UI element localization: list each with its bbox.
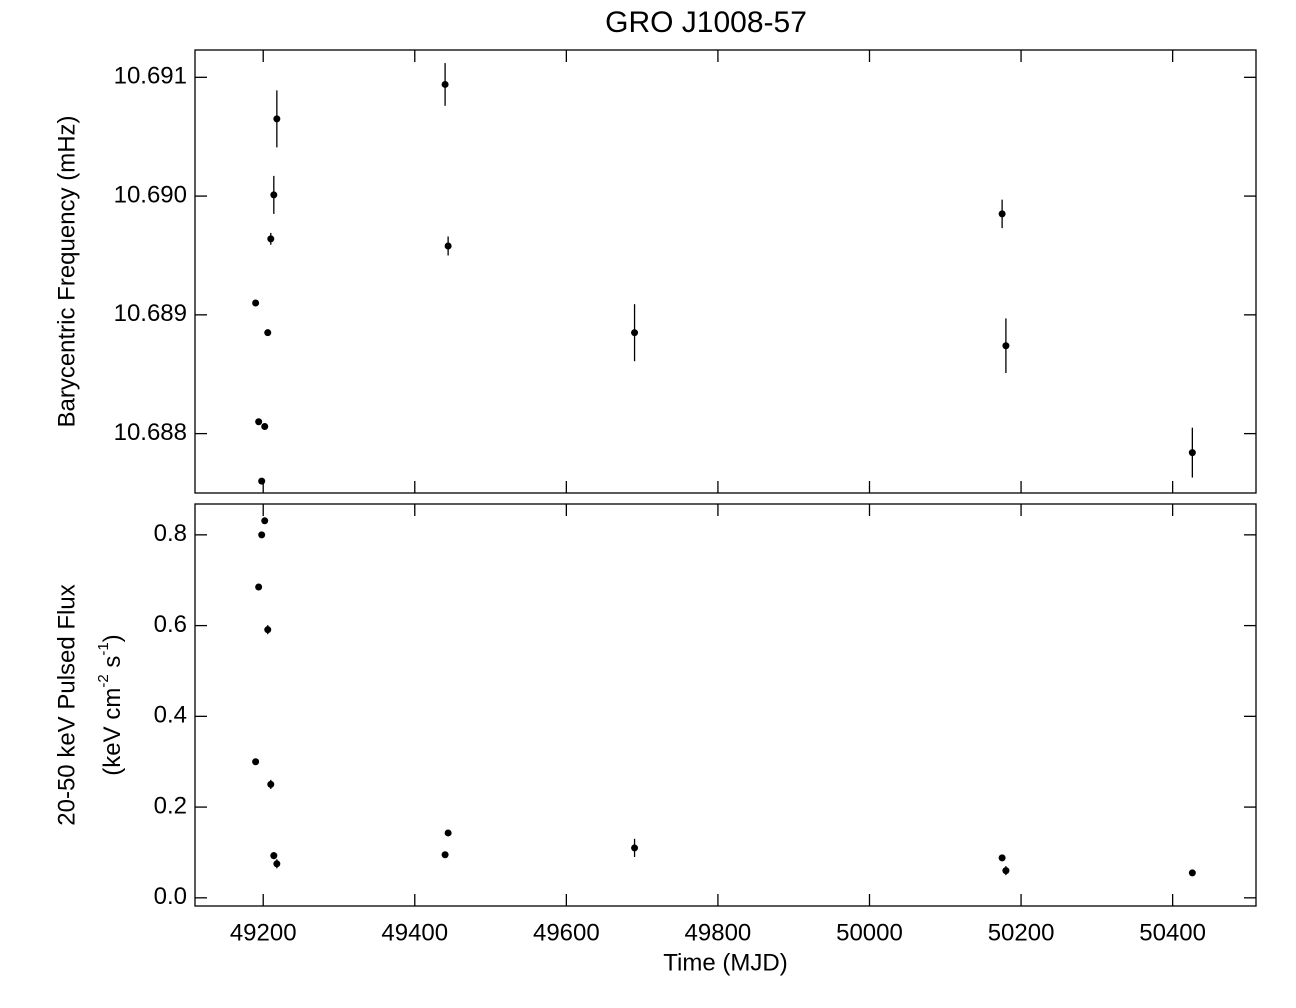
- data-point: [264, 329, 272, 337]
- data-point: [258, 477, 266, 485]
- y-axis-label: (keV cm-2 s-1): [95, 634, 126, 775]
- y-tick-label: 0.0: [154, 883, 187, 910]
- x-tick-label: 49400: [381, 919, 448, 946]
- label-part: s: [99, 656, 126, 675]
- data-point: [631, 844, 639, 852]
- data-point: [998, 210, 1006, 218]
- data-point: [444, 829, 452, 837]
- x-axis-label: Time (MJD): [663, 949, 787, 976]
- plot-frame: [194, 503, 1257, 907]
- data-point: [441, 80, 449, 88]
- x-tick-label: 50000: [836, 919, 903, 946]
- data-point: [441, 851, 449, 859]
- data-point: [444, 242, 452, 250]
- y-tick-label: 10.688: [114, 419, 187, 446]
- data-point: [258, 531, 266, 539]
- data-point: [255, 583, 263, 591]
- y-axis-label: Barycentric Frequency (mHz): [53, 115, 80, 427]
- x-tick-label: 50200: [988, 919, 1055, 946]
- y-tick-label: 10.690: [114, 181, 187, 208]
- data-point: [631, 329, 639, 337]
- data-point: [270, 852, 278, 860]
- y-tick-label: 0.2: [154, 792, 187, 819]
- label-part: ): [99, 634, 126, 642]
- y-axis-label: 20-50 keV Pulsed Flux: [53, 584, 80, 825]
- data-point: [252, 299, 260, 307]
- data-point: [270, 191, 278, 199]
- y-tick-label: 0.8: [154, 520, 187, 547]
- y-tick-label: 0.6: [154, 611, 187, 638]
- x-tick-label: 49600: [533, 919, 600, 946]
- data-point: [998, 854, 1006, 862]
- superscript: -2: [95, 674, 112, 687]
- data-point: [273, 115, 281, 123]
- chart-title: GRO J1008-57: [605, 6, 807, 39]
- data-point: [1002, 342, 1010, 350]
- data-point: [264, 626, 272, 634]
- x-tick-label: 50400: [1139, 919, 1206, 946]
- y-tick-label: 10.689: [114, 300, 187, 327]
- data-point: [261, 517, 269, 525]
- label-part: (keV cm: [99, 688, 126, 776]
- data-point: [1188, 869, 1196, 877]
- x-tick-label: 49800: [685, 919, 752, 946]
- data-point: [1002, 867, 1010, 875]
- data-point: [261, 422, 269, 430]
- data-point: [1188, 449, 1196, 457]
- data-point: [252, 758, 260, 766]
- plot-frame: [194, 49, 1257, 494]
- x-tick-label: 49200: [230, 919, 297, 946]
- y-tick-label: 10.691: [114, 63, 187, 90]
- data-point: [267, 780, 275, 788]
- data-point: [267, 235, 275, 243]
- data-point: [273, 860, 281, 868]
- superscript: -1: [95, 642, 112, 655]
- y-tick-label: 0.4: [154, 702, 187, 729]
- data-point: [255, 418, 263, 426]
